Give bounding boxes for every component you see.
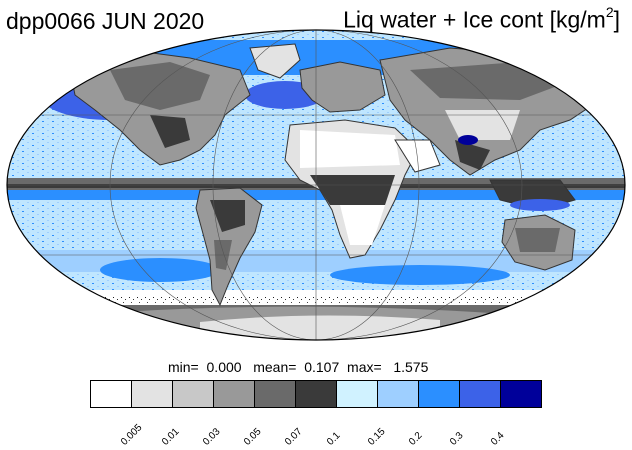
colorbar-swatch xyxy=(378,381,419,407)
stats-mean-label: mean= xyxy=(253,359,297,375)
colorbar xyxy=(90,380,542,408)
stats-min-value: 0.000 xyxy=(206,359,242,375)
page-title-right: Liq water + Ice cont [kg/m2] xyxy=(343,4,620,33)
stats-max-value: 1.575 xyxy=(393,359,429,375)
colorbar-swatch xyxy=(173,381,214,407)
colorbar-swatch xyxy=(419,381,460,407)
europe xyxy=(299,61,386,113)
colorbar-swatch xyxy=(337,381,378,407)
stats-mean-value: 0.107 xyxy=(304,359,340,375)
page-title-left: dpp0066 JUN 2020 xyxy=(6,8,205,34)
map-outline xyxy=(6,29,626,341)
colorbar-swatch xyxy=(460,381,501,407)
colorbar-swatch xyxy=(501,381,541,407)
graticule xyxy=(7,30,625,340)
colorbar-swatch xyxy=(132,381,173,407)
colorbar-swatch xyxy=(214,381,255,407)
stats-min-label: min= xyxy=(168,359,199,375)
colorbar-swatch xyxy=(91,381,132,407)
colorbar-swatch xyxy=(255,381,296,407)
colorbar-swatch xyxy=(296,381,337,407)
tibet-max xyxy=(458,135,478,145)
stats-max-label: max= xyxy=(347,359,382,375)
stats-line: min= 0.000 mean= 0.107 max= 1.575 xyxy=(168,359,428,375)
